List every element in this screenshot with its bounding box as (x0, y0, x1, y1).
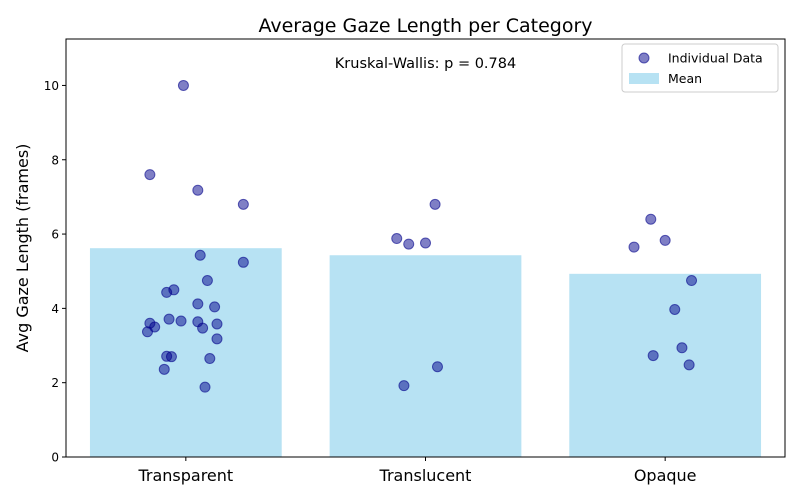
data-point-transparent-12 (175, 315, 187, 327)
data-point-transparent-17 (197, 322, 209, 334)
data-point-transparent-1 (144, 169, 156, 181)
legend-swatch-mean (629, 73, 659, 84)
legend: Individual Data Mean (621, 43, 779, 93)
data-point-transparent-22 (204, 353, 216, 365)
data-point-transparent-6 (201, 275, 213, 287)
x-tick-label-transparent: Transparent (137, 466, 233, 485)
data-point-transparent-4 (194, 249, 206, 261)
x-tick-label-translucent: Translucent (379, 466, 472, 485)
data-point-opaque-36 (676, 342, 688, 354)
data-point-opaque-38 (683, 359, 695, 371)
legend-box (621, 43, 779, 93)
chart-title: Average Gaze Length per Category (258, 15, 592, 37)
data-point-transparent-5 (237, 256, 249, 268)
data-point-transparent-24 (199, 381, 211, 393)
kruskal-wallis-annotation: Kruskal-Wallis: p = 0.784 (335, 56, 516, 72)
bar-group (89, 248, 762, 457)
y-axis-label: Avg Gaze Length (frames) (13, 144, 32, 353)
bar-mean-transparent (89, 248, 282, 457)
data-point-transparent-3 (237, 198, 249, 210)
data-point-transparent-23 (158, 363, 170, 375)
y-tick-label-6: 6 (51, 228, 59, 242)
data-point-opaque-31 (645, 213, 657, 225)
data-point-opaque-37 (647, 350, 659, 362)
bar-mean-translucent (329, 255, 522, 457)
y-tick-label-2: 2 (51, 376, 59, 390)
data-point-opaque-33 (659, 234, 671, 246)
y-tick-label-4: 4 (51, 302, 59, 316)
legend-label-mean: Mean (668, 71, 702, 86)
data-point-transparent-14 (211, 318, 223, 330)
data-point-transparent-0 (177, 79, 189, 91)
data-point-transparent-8 (161, 286, 173, 298)
y-tick-label-8: 8 (51, 153, 59, 167)
data-point-translucent-27 (403, 238, 415, 250)
data-point-translucent-29 (431, 361, 443, 373)
data-point-translucent-30 (398, 380, 410, 392)
data-point-opaque-32 (628, 241, 640, 253)
points-group (141, 79, 698, 393)
data-point-translucent-28 (420, 237, 431, 249)
y-tick-label-10: 10 (44, 79, 59, 93)
data-point-transparent-9 (192, 298, 204, 310)
y-axis-ticks: 0 2 4 6 8 10 (44, 79, 66, 465)
data-point-transparent-21 (165, 351, 177, 363)
data-point-transparent-18 (141, 326, 153, 338)
data-point-transparent-19 (211, 333, 223, 345)
data-point-translucent-25 (429, 198, 441, 210)
x-axis-ticks: Transparent Translucent Opaque (137, 457, 697, 485)
legend-label-individual-data: Individual Data (668, 51, 763, 66)
data-point-transparent-2 (192, 184, 204, 196)
data-point-translucent-26 (391, 233, 403, 245)
data-point-transparent-10 (209, 301, 221, 313)
bar-mean-opaque (569, 273, 762, 457)
data-point-transparent-11 (163, 313, 175, 325)
legend-marker-individual-data (638, 52, 650, 64)
x-tick-label-opaque: Opaque (634, 466, 697, 485)
plot-area: 0 2 4 6 8 10 Transparent Translucent Opaque (44, 38, 786, 485)
y-tick-label-0: 0 (51, 451, 59, 465)
data-point-opaque-35 (669, 303, 681, 315)
data-point-opaque-34 (686, 275, 698, 287)
